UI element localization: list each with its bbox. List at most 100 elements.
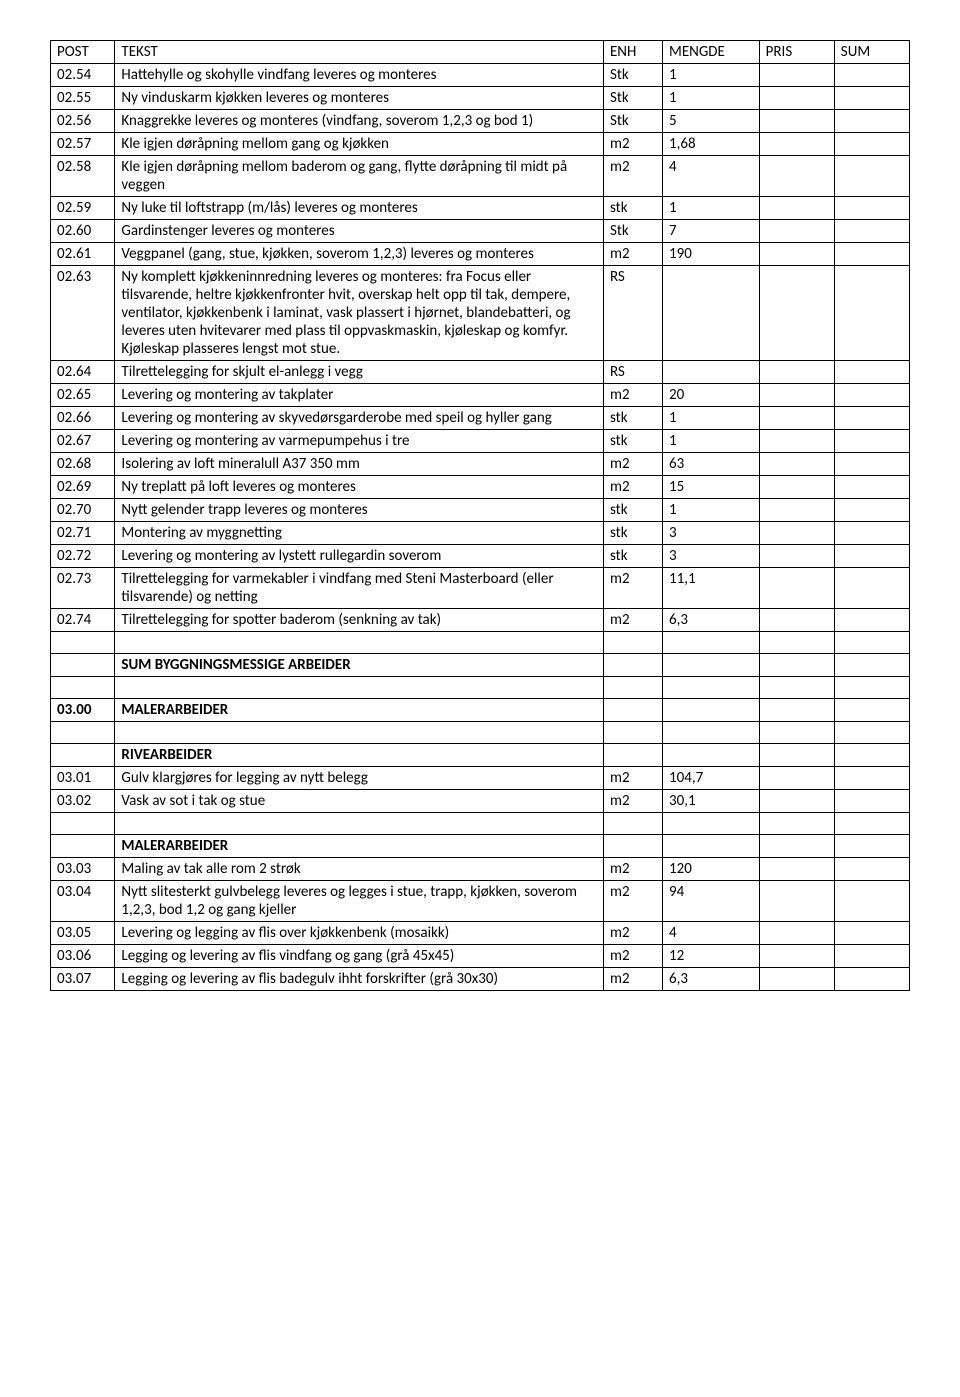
cell-enh: m2	[603, 858, 662, 881]
cell-mengde: 1	[663, 407, 760, 430]
cell-tekst: Nytt gelender trapp leveres og monteres	[115, 499, 604, 522]
cell-mengde: 4	[663, 156, 760, 197]
cell-enh: Stk	[603, 220, 662, 243]
cell-mengde: 1	[663, 430, 760, 453]
cell-tekst: Gulv klargjøres for legging av nytt bele…	[115, 767, 604, 790]
cell-mengde	[663, 266, 760, 361]
header-pris: PRIS	[759, 41, 834, 64]
cell-post: 02.59	[51, 197, 115, 220]
table-row	[51, 632, 910, 654]
table-row: 02.74Tilrettelegging for spotter baderom…	[51, 609, 910, 632]
table-row: 02.65Levering og montering av takplaterm…	[51, 384, 910, 407]
cell-mengde	[663, 744, 760, 767]
cell-sum	[834, 922, 909, 945]
cell-post: 03.04	[51, 881, 115, 922]
cell-sum	[834, 243, 909, 266]
cell-mengde: 30,1	[663, 790, 760, 813]
cell-sum	[834, 384, 909, 407]
cell-pris	[759, 654, 834, 677]
cell-mengde: 1	[663, 197, 760, 220]
cell-pris	[759, 744, 834, 767]
cell-post: 02.73	[51, 568, 115, 609]
cell-tekst: Vask av sot i tak og stue	[115, 790, 604, 813]
cell-mengde	[663, 835, 760, 858]
cell-sum	[834, 654, 909, 677]
table-row: SUM BYGGNINGSMESSIGE ARBEIDER	[51, 654, 910, 677]
cell-sum	[834, 110, 909, 133]
cell-mengde	[663, 699, 760, 722]
cell-tekst: Levering og montering av varmepumpehus i…	[115, 430, 604, 453]
cell-enh: Stk	[603, 110, 662, 133]
cell-pris	[759, 922, 834, 945]
table-row: 02.63Ny komplett kjøkkeninnredning lever…	[51, 266, 910, 361]
cell-sum	[834, 744, 909, 767]
cell-pris	[759, 858, 834, 881]
table-row: RIVEARBEIDER	[51, 744, 910, 767]
table-row	[51, 677, 910, 699]
cell-tekst: Montering av myggnetting	[115, 522, 604, 545]
cell-tekst: Isolering av loft mineralull A37 350 mm	[115, 453, 604, 476]
table-row: 02.67Levering og montering av varmepumpe…	[51, 430, 910, 453]
cell-sum	[834, 767, 909, 790]
cell-sum	[834, 133, 909, 156]
cell-tekst: Ny luke til loftstrapp (m/lås) leveres o…	[115, 197, 604, 220]
cell-post: 02.58	[51, 156, 115, 197]
cell-tekst: Levering og legging av flis over kjøkken…	[115, 922, 604, 945]
table-row: 03.02Vask av sot i tak og stuem230,1	[51, 790, 910, 813]
cell-mengde	[663, 813, 760, 835]
cell-enh	[603, 813, 662, 835]
header-post: POST	[51, 41, 115, 64]
cell-sum	[834, 609, 909, 632]
table-row	[51, 813, 910, 835]
cell-post: 02.71	[51, 522, 115, 545]
cell-tekst: Tilrettelegging for varmekabler i vindfa…	[115, 568, 604, 609]
cell-enh	[603, 835, 662, 858]
cell-enh: stk	[603, 197, 662, 220]
cell-tekst: Ny vinduskarm kjøkken leveres og montere…	[115, 87, 604, 110]
table-row: 03.05Levering og legging av flis over kj…	[51, 922, 910, 945]
cell-post: 02.66	[51, 407, 115, 430]
cell-post	[51, 744, 115, 767]
cell-pris	[759, 499, 834, 522]
cell-enh: m2	[603, 476, 662, 499]
cell-enh: RS	[603, 361, 662, 384]
cell-post: 02.74	[51, 609, 115, 632]
cell-pris	[759, 722, 834, 744]
cell-post: 02.61	[51, 243, 115, 266]
cell-enh	[603, 654, 662, 677]
header-mengde: MENGDE	[663, 41, 760, 64]
table-body: 02.54Hattehylle og skohylle vindfang lev…	[51, 64, 910, 991]
cell-post	[51, 835, 115, 858]
cell-enh: stk	[603, 522, 662, 545]
table-row: 02.61Veggpanel (gang, stue, kjøkken, sov…	[51, 243, 910, 266]
cell-tekst: SUM BYGGNINGSMESSIGE ARBEIDER	[115, 654, 604, 677]
cell-post: 02.57	[51, 133, 115, 156]
cell-mengde: 3	[663, 522, 760, 545]
table-row: 02.68Isolering av loft mineralull A37 35…	[51, 453, 910, 476]
cell-sum	[834, 968, 909, 991]
cell-enh: m2	[603, 968, 662, 991]
cell-sum	[834, 64, 909, 87]
cell-enh	[603, 744, 662, 767]
cell-tekst: Tilrettelegging for spotter baderom (sen…	[115, 609, 604, 632]
cell-pris	[759, 813, 834, 835]
cell-enh	[603, 699, 662, 722]
table-row: 02.57Kle igjen døråpning mellom gang og …	[51, 133, 910, 156]
cell-mengde: 15	[663, 476, 760, 499]
cell-mengde: 3	[663, 545, 760, 568]
cell-post: 03.07	[51, 968, 115, 991]
cell-mengde: 120	[663, 858, 760, 881]
table-row: 03.01Gulv klargjøres for legging av nytt…	[51, 767, 910, 790]
cell-post: 02.68	[51, 453, 115, 476]
table-row: 02.55Ny vinduskarm kjøkken leveres og mo…	[51, 87, 910, 110]
cell-tekst: MALERARBEIDER	[115, 699, 604, 722]
cell-enh: m2	[603, 243, 662, 266]
cell-post	[51, 632, 115, 654]
cell-post	[51, 722, 115, 744]
table-row: 03.06Legging og levering av flis vindfan…	[51, 945, 910, 968]
cell-sum	[834, 722, 909, 744]
table-row: 02.64Tilrettelegging for skjult el-anleg…	[51, 361, 910, 384]
cell-post: 02.64	[51, 361, 115, 384]
cell-mengde: 20	[663, 384, 760, 407]
cell-mengde	[663, 677, 760, 699]
